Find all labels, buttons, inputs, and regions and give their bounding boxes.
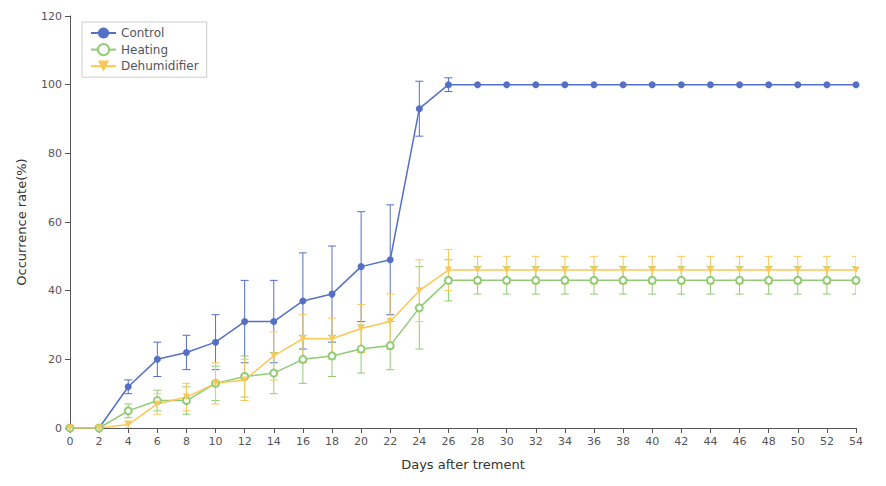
svg-text:6: 6: [154, 435, 161, 448]
svg-text:Heating: Heating: [121, 43, 168, 57]
svg-text:0: 0: [67, 435, 74, 448]
svg-text:38: 38: [616, 435, 630, 448]
svg-text:22: 22: [383, 435, 397, 448]
svg-text:Occurrence rate(%): Occurrence rate(%): [14, 158, 29, 285]
svg-text:10: 10: [209, 435, 223, 448]
svg-text:Control: Control: [121, 26, 164, 40]
svg-text:Days after trement: Days after trement: [401, 457, 525, 472]
svg-text:32: 32: [529, 435, 543, 448]
svg-text:16: 16: [296, 435, 310, 448]
svg-text:14: 14: [267, 435, 281, 448]
svg-text:50: 50: [791, 435, 805, 448]
svg-text:54: 54: [849, 435, 863, 448]
svg-text:80: 80: [48, 147, 62, 160]
svg-text:4: 4: [125, 435, 132, 448]
svg-text:12: 12: [238, 435, 252, 448]
svg-text:34: 34: [558, 435, 572, 448]
svg-text:44: 44: [703, 435, 717, 448]
svg-text:0: 0: [55, 422, 62, 435]
svg-text:40: 40: [48, 284, 62, 297]
svg-text:60: 60: [48, 216, 62, 229]
svg-text:18: 18: [325, 435, 339, 448]
svg-text:26: 26: [441, 435, 455, 448]
svg-text:28: 28: [471, 435, 485, 448]
svg-text:20: 20: [48, 353, 62, 366]
svg-text:24: 24: [412, 435, 426, 448]
svg-text:46: 46: [733, 435, 747, 448]
svg-text:100: 100: [41, 78, 62, 91]
svg-text:8: 8: [183, 435, 190, 448]
svg-text:120: 120: [41, 10, 62, 23]
svg-text:42: 42: [674, 435, 688, 448]
svg-text:20: 20: [354, 435, 368, 448]
svg-text:30: 30: [500, 435, 514, 448]
svg-text:52: 52: [820, 435, 834, 448]
svg-text:2: 2: [96, 435, 103, 448]
svg-text:Dehumidifier: Dehumidifier: [121, 59, 199, 73]
svg-text:40: 40: [645, 435, 659, 448]
svg-text:36: 36: [587, 435, 601, 448]
svg-text:48: 48: [762, 435, 776, 448]
